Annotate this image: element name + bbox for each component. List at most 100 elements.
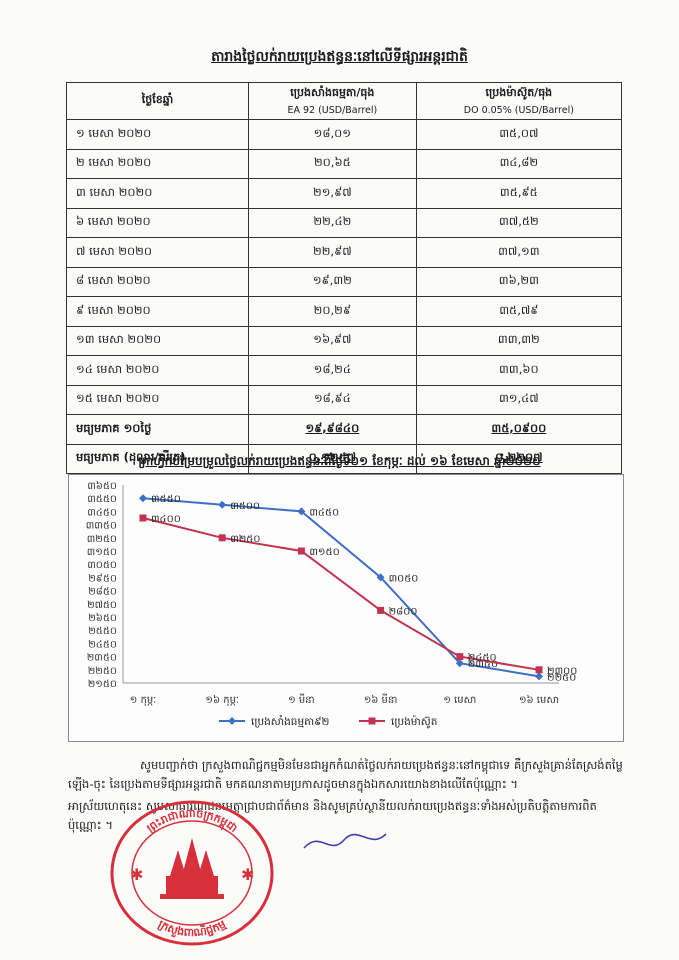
chart-title: ក្រាហ្វិកបម្រែបម្រួលថ្លៃលក់រាយប្រេងឥន្ធន… <box>138 454 541 468</box>
x-tick-label: ១៦ មីនា <box>364 693 398 706</box>
y-tick-label: ៣៤៥០ <box>87 507 117 518</box>
y-tick-label: ៣៣៥០ <box>86 521 117 532</box>
data-label: ៣២៥០ <box>230 534 260 545</box>
average-liter-label: មធ្យមភាគ (ដុល្លារ/លីត្រ) <box>66 443 249 474</box>
data-label: ៣៥៥០ <box>151 494 181 505</box>
header-date: ថ្ងៃខែឆ្នាំ <box>66 82 249 120</box>
table-row: ៦ មេសា ២០២០ ២២,៤២ ៣៧,៥២ <box>66 207 623 238</box>
legend-marker <box>228 717 236 725</box>
line-chart: ៣៦៥០ ៣៥៥០ ៣៤៥០ ៣៣៥០ ៣២៥០ ៣១៥០ ៣០៥០ ២៩៥០ ២៨៥០ ២៧៥០… <box>68 474 624 742</box>
cell-date: ៣ មេសា ២០២០ <box>66 178 249 209</box>
stamp-bottom-text: ក្រសួងពាណិជ្ជកម្ម <box>156 917 228 939</box>
data-point <box>297 547 305 555</box>
series-line-1 <box>142 497 540 678</box>
cell-gasoline: ១៨,៩៤ <box>248 384 417 415</box>
average-liter-row: មធ្យមភាគ (ដុល្លារ/លីត្រ) ០,១២៥៧ ០,២២០៧ <box>66 443 623 474</box>
cell-diesel: ៣៣,៦០ <box>415 355 623 386</box>
cell-date: ៦ មេសា ២០២០ <box>66 207 249 238</box>
cell-gasoline: ១៩,៣២ <box>248 266 417 297</box>
data-label: ២២៥០ <box>547 672 576 683</box>
data-label: ៣៤៥០ <box>309 507 339 518</box>
svg-text:✱: ✱ <box>241 865 254 884</box>
cell-diesel: ៣៦,២៣ <box>415 266 623 297</box>
table-header-row: ថ្ងៃខែឆ្នាំ ប្រេងសាំងធម្មតា/ធុង EA 92 (U… <box>66 82 623 120</box>
y-tick-label: ៣២៥០ <box>87 534 117 545</box>
average-liter-gasoline-value: ០,១២៥៧ <box>308 450 357 465</box>
table-row: ១៤ មេសា ២០២០ ១៨,២៤ ៣៣,៦០ <box>66 355 623 386</box>
header-diesel: ប្រេងម៉ាស៊ូត/ធុង DO 0.05% (USD/Barrel) <box>415 82 623 120</box>
average-gasoline: ១៩,៩៨៤០ <box>248 414 417 445</box>
x-tick-label: ១៦ មេសា <box>519 694 559 706</box>
series-line-2 <box>142 517 540 671</box>
header-diesel-label: ប្រេងម៉ាស៊ូត/ធុង <box>485 86 553 99</box>
cell-diesel: ៣៣,៣២ <box>415 325 623 356</box>
x-tick-label: ១ មីនា <box>288 693 315 706</box>
legend-label: ប្រេងសាំងធម្មតា៩២ <box>251 715 330 728</box>
cell-date: ២ មេសា ២០២០ <box>66 148 249 179</box>
cell-date: ១៤ មេសា ២០២០ <box>66 355 249 386</box>
data-point <box>139 494 147 503</box>
average-liter-gasoline: ០,១២៥៧ <box>248 443 417 474</box>
table-row: ១៣ មេសា ២០២០ ១៦,៩៧ ៣៣,៣២ <box>66 325 623 356</box>
legend-label: ប្រេងម៉ាស៊ូត <box>391 715 437 729</box>
y-tick-label: ២១៥០ <box>88 679 117 690</box>
table-row: ៧ មេសា ២០២០ ២២,៩៧ ៣៧,១៣ <box>66 237 623 268</box>
average-gasoline-value: ១៩,៩៨៤០ <box>305 420 360 435</box>
data-point <box>218 534 226 542</box>
data-label: ៣៥០០ <box>230 501 260 512</box>
cell-date: ៨ មេសា ២០២០ <box>66 266 249 297</box>
y-tick-label: ២៧៥០ <box>87 600 117 611</box>
data-point <box>535 672 543 681</box>
average-label: មធ្យមភាគ ១០ថ្ងៃ <box>66 414 249 445</box>
average-liter-diesel-value: ០,២២០៧ <box>495 450 543 465</box>
y-tick-label: ២៣៥០ <box>87 653 117 664</box>
header-gasoline-unit: EA 92 (USD/Barrel) <box>287 105 378 116</box>
x-tick-label: ១ មេសា <box>443 695 476 706</box>
average-diesel: ៣៥,០៩០០ <box>415 414 623 445</box>
cell-gasoline: ២០,២៩ <box>248 296 417 327</box>
table-row: ៨ មេសា ២០២០ ១៩,៣២ ៣៦,២៣ <box>66 266 623 297</box>
data-label: ២៣៥០ <box>468 659 498 670</box>
y-tick-label: ៣១៥០ <box>87 547 117 558</box>
y-tick-label: ២៩៥០ <box>88 572 117 584</box>
cell-gasoline: ១៨,២៤ <box>248 355 417 386</box>
cell-date: ៩ មេសា ២០២០ <box>66 296 249 327</box>
official-stamp: ✱ ✱ ព្រះរាជាណាចក្រកម្ពុជាក្រសួងពាណិជ្ជកម… <box>110 800 274 946</box>
price-table: ថ្ងៃខែឆ្នាំ ប្រេងសាំងធម្មតា/ធុង EA 92 (U… <box>66 82 623 474</box>
cell-diesel: ៣៥,០៧ <box>415 119 623 150</box>
header-gasoline: ប្រេងសាំងធម្មតា/ធុង EA 92 (USD/Barrel) <box>248 82 417 120</box>
x-tick-label: ១៦ កុម្ភៈ <box>205 694 239 707</box>
y-tick-label: ២៨៥០ <box>88 586 117 598</box>
data-point <box>139 514 147 522</box>
data-label: ២៣០០ <box>547 666 577 677</box>
data-point <box>455 659 464 668</box>
y-tick-label: ៣០៥០ <box>87 560 117 571</box>
cell-diesel: ៣១,៤៧ <box>415 384 623 415</box>
cell-diesel: ៣៤,៨២ <box>415 148 623 179</box>
data-label: ៣១៥០ <box>309 547 339 558</box>
y-tick-label: ៣៥៥០ <box>87 494 117 505</box>
header-gasoline-label: ប្រេងសាំងធម្មតា/ធុង <box>290 86 375 99</box>
data-label: ២៤៥០ <box>468 653 497 664</box>
cell-date: ១៥ មេសា ២០២០ <box>66 384 249 415</box>
signature-scribble <box>303 833 387 849</box>
chart-canvas: ៣៦៥០៣៥៥០៣៤៥០៣៣៥០៣២៥០៣១៥០៣០៥០២៩៥០២៨៥០២៧៥០… <box>86 480 578 729</box>
header-diesel-unit: DO 0.05% (USD/Barrel) <box>463 105 574 116</box>
data-point <box>376 573 385 582</box>
cell-gasoline: ១៨,០១ <box>248 119 417 150</box>
cell-diesel: ៣៥,៩៥ <box>415 178 623 209</box>
table-row: ៣ មេសា ២០២០ ២១,៩៧ ៣៥,៩៥ <box>66 178 623 209</box>
cell-gasoline: ២១,៩៧ <box>248 178 417 209</box>
legend-marker <box>368 717 376 725</box>
x-tick-label: ១ កុម្ភៈ <box>130 695 157 707</box>
cell-gasoline: ២២,៩៧ <box>248 237 417 268</box>
y-tick-label: ២៤៥០ <box>88 639 117 650</box>
y-tick-label: ៣៦៥០ <box>87 480 117 492</box>
cell-gasoline: ១៦,៩៧ <box>248 325 417 356</box>
table-row: ១ មេសា ២០២០ ១៨,០១ ៣៥,០៧ <box>66 119 623 150</box>
document-title: តារាងថ្លៃលក់រាយប្រេងឥន្ធនៈនៅលើទីផ្សារអន្… <box>211 49 468 65</box>
data-point <box>377 606 385 614</box>
data-label: ៣០៥០ <box>389 573 419 584</box>
data-label: ២៨០០ <box>389 605 418 617</box>
data-label: ៣៤០០ <box>151 514 181 525</box>
